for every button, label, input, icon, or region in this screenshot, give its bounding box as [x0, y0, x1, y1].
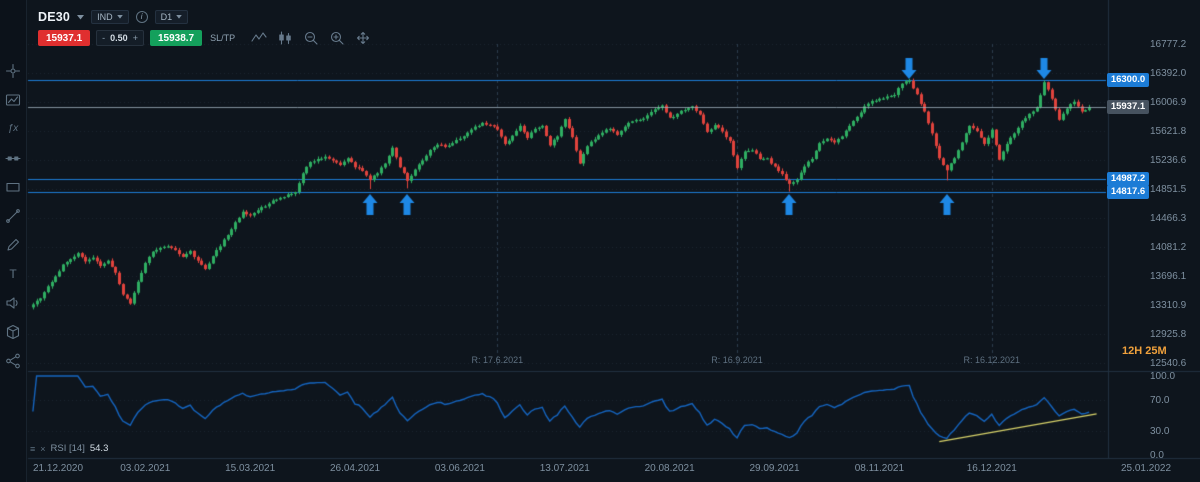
price-axis-label: 12540.6 [1150, 358, 1187, 370]
time-axis-label: 21.12.2020 [33, 463, 84, 474]
zoom-out-icon [305, 31, 318, 45]
zoom-out-button[interactable] [303, 30, 319, 46]
price-axis-label: 15236.6 [1150, 155, 1187, 166]
price-axis-label: 12925.8 [1150, 329, 1187, 341]
price-axis-label: 13696.1 [1150, 271, 1187, 283]
price-axis-label: 14851.5 [1150, 184, 1187, 195]
tool-share[interactable] [5, 352, 22, 369]
sell-price-button[interactable]: 15937.1 [38, 30, 91, 46]
rollover-label: R: 16.9.2021 [711, 355, 763, 365]
zigzag-button[interactable] [251, 30, 267, 46]
current-price-tag: 15937.1 [1107, 100, 1149, 115]
time-axis-label: 26.04.2021 [329, 463, 381, 474]
tool-text[interactable]: T [5, 265, 22, 282]
tool-chart-image[interactable] [5, 91, 22, 108]
rsi-axis-label: 0.0 [1150, 450, 1164, 461]
candles-button[interactable] [277, 30, 293, 46]
volume-value: 0.50 [110, 33, 128, 43]
crosshair-icon [5, 63, 21, 78]
indicators-fx-icon: ƒx [7, 122, 19, 134]
sltp-button[interactable]: SL/TP [210, 33, 236, 43]
price-axis-label: 14081.2 [1150, 242, 1187, 254]
tool-trendline[interactable] [5, 207, 22, 224]
level-price-tag[interactable]: 14987.2 [1107, 171, 1149, 186]
tool-rectangle[interactable] [5, 178, 22, 195]
trade-row: 15937.1 - 0.50 + 15938.7 SL/TP [38, 30, 371, 46]
zoom-in-button[interactable] [329, 30, 345, 46]
timeframe-label: D1 [160, 12, 173, 22]
rsi-indicator-legend: ≡ × RSI [14] 54.3 [30, 443, 108, 454]
price-axis-label: 13310.9 [1150, 300, 1187, 312]
tool-horizontal-line[interactable] [5, 149, 22, 166]
chevron-down-icon[interactable] [77, 14, 85, 20]
level-price-tag[interactable]: 14817.6 [1107, 184, 1149, 199]
time-axis-label: 29.09.2021 [749, 463, 800, 474]
candles-icon [279, 31, 291, 45]
instrument-type-label: IND [97, 12, 113, 22]
indicator-close-icon[interactable]: × [40, 443, 46, 454]
tool-crosshair[interactable] [5, 62, 22, 79]
instrument-type-badge[interactable]: IND [91, 10, 129, 24]
rollover-label: R: 16.12.2021 [963, 355, 1021, 365]
pencil-icon [7, 238, 20, 251]
rsi-axis-label: 30.0 [1150, 426, 1170, 438]
cube-icon [6, 324, 20, 339]
drawing-tools-sidebar: ƒx T [0, 0, 27, 482]
indicator-settings-icon[interactable]: ≡ [30, 443, 36, 454]
zoom-in-icon [331, 31, 344, 45]
rollover-countdown: 12H 25M [1122, 345, 1167, 357]
share-icon [6, 353, 20, 368]
time-axis-label: 25.01.2022 [1120, 463, 1172, 474]
move-button[interactable] [355, 30, 371, 46]
chevron-down-icon [176, 15, 182, 19]
time-axis-label: 15.03.2021 [225, 463, 276, 474]
price-axis-label: 14466.3 [1150, 213, 1187, 225]
indicator-value: 54.3 [89, 443, 109, 454]
rollover-label: R: 17.6.2021 [471, 355, 524, 365]
volume-stepper: - 0.50 + [96, 30, 144, 46]
tool-pencil[interactable] [5, 236, 22, 253]
move-icon [357, 31, 370, 45]
level-price-tag[interactable]: 16300.0 [1107, 72, 1149, 87]
chart-toolbar [251, 30, 371, 46]
price-axis-label: 16777.2 [1150, 38, 1187, 50]
price-axis-label: 16392.0 [1150, 67, 1187, 79]
time-axis-label: 13.07.2021 [539, 463, 590, 474]
rsi-axis-label: 100.0 [1150, 371, 1176, 382]
volume-decrease-button[interactable]: - [102, 33, 106, 43]
instrument-header: DE30 IND i D1 15937.1 - 0.50 + 15938.7 S… [38, 9, 371, 46]
time-axis-label: 03.02.2021 [120, 463, 171, 474]
trendline-icon [6, 208, 20, 223]
rectangle-icon [6, 182, 20, 192]
price-axis-label: 15621.8 [1150, 125, 1187, 137]
horizontal-line-icon [5, 155, 21, 161]
indicator-label: RSI [14] [50, 443, 85, 454]
tool-indicators-fx[interactable]: ƒx [5, 120, 22, 137]
tool-cube[interactable] [5, 323, 22, 340]
text-icon: T [9, 266, 17, 281]
time-axis-label: 08.11.2021 [854, 463, 905, 474]
volume-increase-button[interactable]: + [132, 33, 138, 43]
time-axis-label: 03.06.2021 [434, 463, 485, 474]
time-axis-label: 16.12.2021 [966, 463, 1017, 474]
chevron-down-icon [116, 15, 123, 19]
tool-volume[interactable] [5, 294, 22, 311]
volume-icon [6, 296, 18, 309]
timeframe-badge[interactable]: D1 [154, 10, 189, 24]
symbol-name[interactable]: DE30 [38, 10, 71, 24]
buy-price-button[interactable]: 15938.7 [149, 30, 203, 46]
zigzag-icon [251, 32, 267, 42]
symbol-row: DE30 IND i D1 [38, 9, 371, 25]
rsi-axis-label: 70.0 [1150, 394, 1170, 406]
price-axis-label: 16006.9 [1150, 96, 1187, 108]
time-axis-label: 20.08.2021 [644, 463, 695, 474]
chart-image-icon [5, 93, 21, 106]
info-icon[interactable]: i [135, 11, 148, 23]
